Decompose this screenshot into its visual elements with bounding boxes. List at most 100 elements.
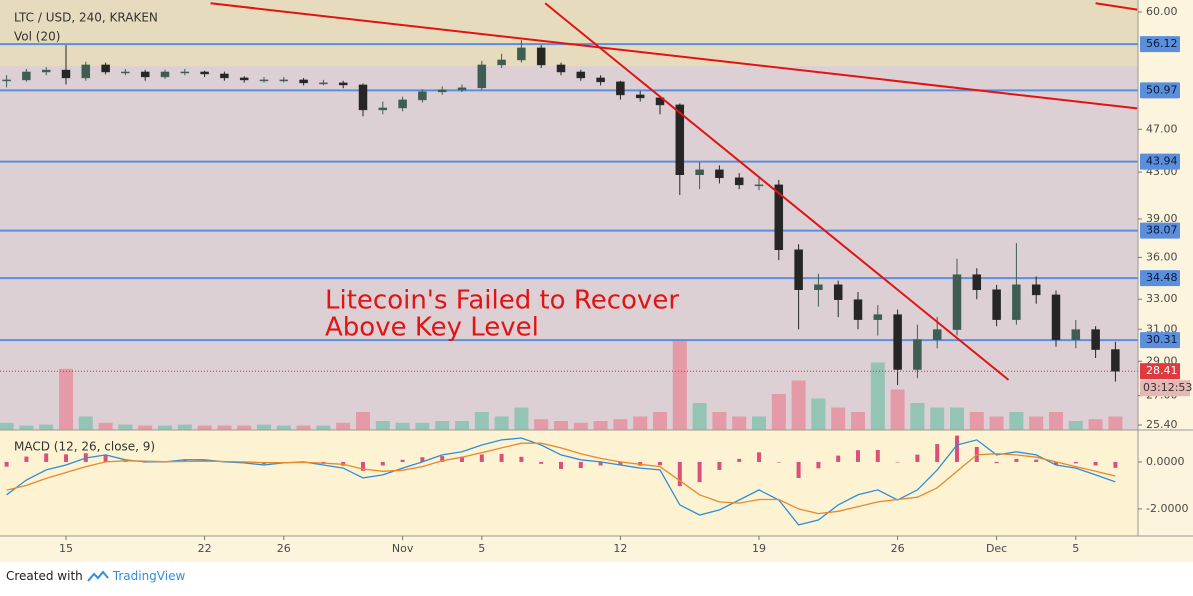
- histogram-bar: [816, 461, 821, 469]
- candle-body: [1012, 284, 1021, 320]
- y-tick-label: 31.00: [1146, 322, 1178, 335]
- macd-line: [6, 442, 1116, 515]
- candle-body: [873, 314, 883, 320]
- volume-bar: [296, 425, 311, 430]
- volume-bar: [435, 421, 450, 430]
- volume-bar: [237, 425, 252, 430]
- level-tag: [1140, 153, 1180, 170]
- x-tick-label: Dec: [986, 542, 1007, 555]
- candle-body: [220, 73, 229, 79]
- candle-body: [1091, 329, 1100, 350]
- volume-bar: [633, 416, 648, 430]
- candle-body: [932, 329, 942, 340]
- macd-line: [6, 437, 1116, 526]
- volume-bar: [1068, 421, 1083, 430]
- volume-bar: [969, 412, 984, 430]
- candle-body: [893, 314, 902, 370]
- axes: 60.0047.0043.0039.0036.0033.0031.0029.00…: [59, 5, 1192, 555]
- candle-body: [992, 289, 1001, 320]
- candle-body: [814, 284, 823, 290]
- annotation: Above Key Level: [325, 313, 539, 343]
- volume-bar: [791, 380, 806, 430]
- level-label: 50.97: [1146, 83, 1178, 96]
- candle-body: [754, 184, 764, 187]
- volume-bar: [138, 425, 153, 430]
- volume-bar: [158, 425, 172, 430]
- candle-body: [536, 47, 546, 66]
- x-tick-label: 5: [478, 542, 485, 555]
- histogram-bar: [955, 435, 959, 462]
- volume-bar: [316, 425, 331, 430]
- y-tick-label: 39.00: [1146, 212, 1178, 225]
- footer-brand[interactable]: TradingView: [112, 569, 186, 583]
- candle-body: [239, 77, 249, 81]
- candle-body: [517, 47, 526, 61]
- histogram-bar: [737, 458, 742, 462]
- candle-body: [319, 82, 328, 85]
- volume-bar: [59, 368, 73, 430]
- level-tag: [1140, 332, 1180, 349]
- volume-bar: [1049, 412, 1063, 430]
- candle-body: [616, 81, 625, 96]
- candle-body: [497, 59, 506, 66]
- footer: Created with TradingView: [6, 569, 185, 583]
- y-tick-label: 47.00: [1146, 122, 1178, 135]
- volume-bar: [78, 416, 93, 430]
- labels: LTC / USD, 240, KRAKEN Vol (20) Litecoin…: [14, 11, 679, 454]
- histogram-bar: [1073, 461, 1078, 464]
- volume-bar: [573, 422, 588, 430]
- candle-body: [200, 71, 209, 75]
- logo: [87, 570, 109, 582]
- countdown-tag: [1140, 380, 1190, 397]
- volume-bar: [1029, 416, 1044, 430]
- x-tick-label: 12: [613, 542, 627, 555]
- level-label: 38.07: [1146, 224, 1178, 237]
- countdown-label: 03:12:53: [1143, 381, 1192, 394]
- volume-bar: [197, 425, 212, 430]
- histogram-bar: [697, 461, 702, 483]
- candle-body: [140, 71, 150, 78]
- annotation: Litecoin's Failed to Recover: [325, 286, 679, 316]
- volume-bar: [831, 407, 846, 430]
- volume-bar: [950, 407, 964, 430]
- volume-bar: [534, 419, 549, 430]
- volume-bar: [257, 424, 271, 430]
- volume-bar: [177, 424, 192, 430]
- histogram-bar: [499, 453, 504, 462]
- histogram-bar: [4, 461, 9, 467]
- candle-body: [378, 107, 388, 111]
- candle-body: [180, 71, 190, 74]
- candle-body: [774, 184, 784, 251]
- candle-body: [160, 71, 170, 78]
- macd-plot: [4, 435, 1118, 526]
- candle-body: [477, 64, 487, 89]
- histogram-bar: [994, 461, 999, 464]
- candle-body: [833, 284, 843, 300]
- volume-bar: [593, 421, 608, 430]
- chart-title: LTC / USD, 240, KRAKEN: [14, 11, 158, 25]
- zone: [0, 0, 1138, 67]
- x-tick-label: 26: [277, 542, 291, 555]
- histogram-bar: [1014, 458, 1019, 462]
- y-tick-label: 60.00: [1146, 5, 1178, 18]
- candle-body: [556, 64, 566, 73]
- histogram-bar: [519, 456, 524, 462]
- histogram-bar: [1113, 461, 1118, 468]
- volume-bar: [356, 412, 370, 430]
- level-label: 43.94: [1146, 155, 1178, 168]
- candle-body: [2, 79, 11, 82]
- price-plot: [0, 0, 1138, 430]
- volume-bar: [375, 421, 390, 430]
- volume-bar: [118, 424, 133, 430]
- histogram-bar: [856, 450, 860, 462]
- candle-body: [22, 71, 31, 81]
- histogram-bar: [618, 461, 623, 465]
- histogram-bar: [1054, 461, 1058, 465]
- y-tick-label: 0.0000: [1146, 455, 1185, 468]
- volume-bar: [336, 422, 351, 430]
- histogram-bar: [123, 461, 128, 462]
- histogram-bar: [658, 461, 662, 466]
- candle-body: [734, 177, 744, 186]
- candle-body: [972, 274, 982, 290]
- candle-body: [437, 89, 447, 93]
